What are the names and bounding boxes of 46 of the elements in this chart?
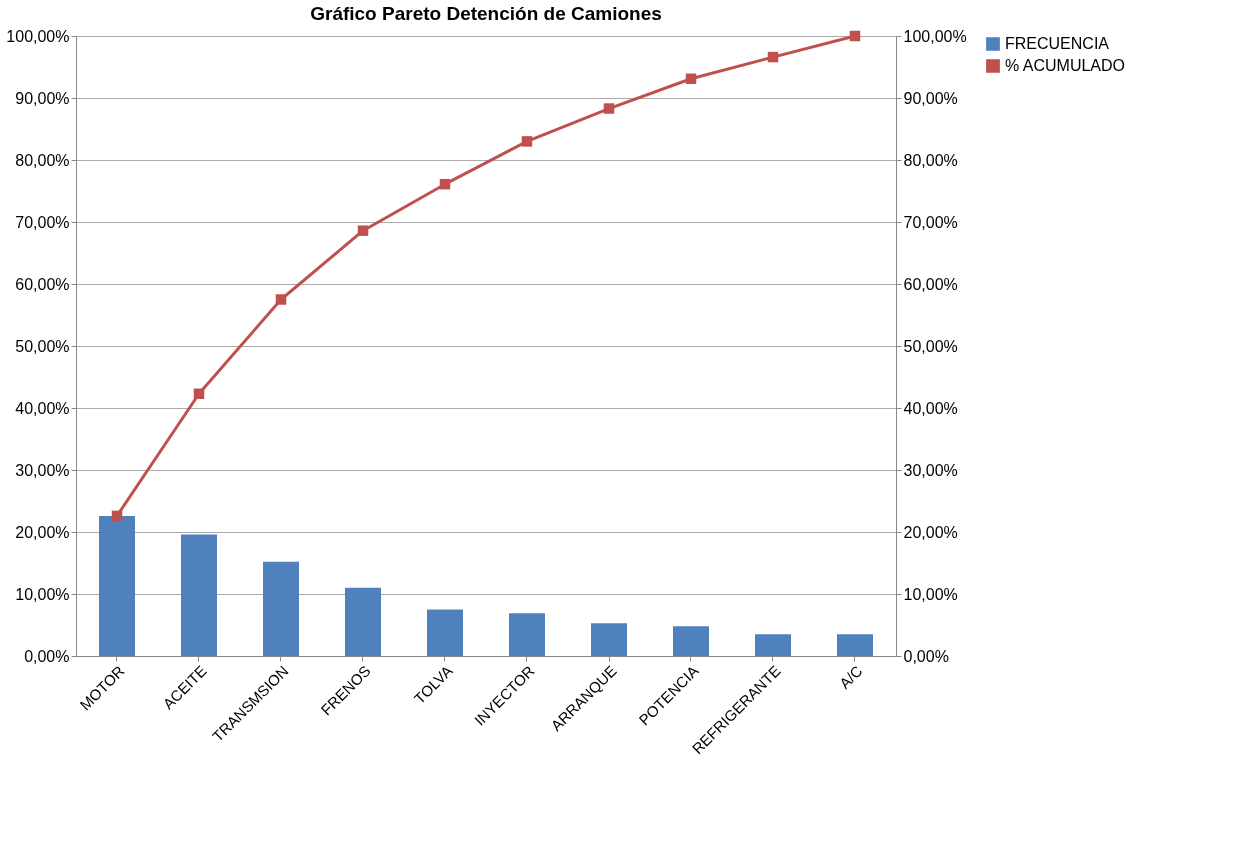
y-tick-label: 50,00% (15, 337, 70, 355)
y-tick-label: 10,00% (15, 585, 70, 603)
point (439, 178, 451, 190)
y-tick-label: 40,00% (15, 399, 70, 417)
chart-title: Gráfico Pareto Detención de Camiones (310, 3, 662, 24)
bar (673, 626, 709, 656)
point (849, 30, 861, 42)
y2-tick-label: 80,00% (903, 151, 958, 169)
point (603, 103, 615, 114)
y2-tick-label: 10,00% (903, 585, 958, 603)
y2-tick-label: 90,00% (903, 89, 958, 107)
y-tick-label: 80,00% (15, 151, 70, 169)
y2-tick-label: 0,00% (903, 647, 949, 665)
y-tick-label: 60,00% (15, 275, 70, 293)
bar (591, 623, 627, 656)
y2-tick-label: 20,00% (903, 523, 958, 541)
x-tick-label: A/C (835, 661, 866, 692)
legend-label: FRECUENCIA (1005, 35, 1110, 52)
y-tick-label: 0,00% (24, 647, 70, 665)
point (193, 388, 205, 399)
bar (181, 534, 217, 656)
y-tick-label: 70,00% (15, 213, 70, 231)
y-tick-label: 100,00% (6, 27, 70, 45)
legend-label: % ACUMULADO (1005, 57, 1126, 74)
bar (837, 634, 873, 656)
y2-tick-label: 40,00% (903, 399, 958, 417)
point (767, 51, 779, 63)
point (685, 73, 697, 85)
point (521, 136, 533, 147)
bar (755, 634, 791, 656)
y2-tick-label: 70,00% (903, 213, 958, 231)
bar (263, 561, 299, 656)
y-tick-label: 20,00% (15, 523, 70, 541)
y2-tick-label: 50,00% (903, 337, 958, 355)
y-tick-label: 30,00% (15, 461, 70, 479)
bar (99, 515, 135, 656)
point (357, 225, 369, 236)
y2-tick-label: 60,00% (903, 275, 958, 293)
y2-tick-label: 30,00% (903, 461, 958, 479)
bar (509, 613, 545, 656)
y2-tick-label: 100,00% (903, 27, 967, 45)
bar (345, 587, 381, 656)
y-tick-label: 90,00% (15, 89, 70, 107)
bar (427, 609, 463, 656)
point (111, 510, 123, 522)
point (275, 294, 287, 305)
